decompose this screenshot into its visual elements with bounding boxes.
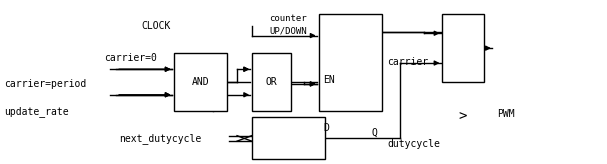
Text: OR: OR — [266, 77, 277, 87]
Bar — [319, 14, 382, 111]
Bar — [443, 14, 484, 82]
Text: UP/DOWN: UP/DOWN — [270, 26, 307, 35]
Text: EN: EN — [324, 75, 335, 85]
Text: carrier=0: carrier=0 — [104, 53, 157, 63]
Text: next_dutycycle: next_dutycycle — [119, 133, 202, 144]
Bar — [252, 117, 325, 159]
Text: carrier=period: carrier=period — [4, 79, 87, 89]
Text: carrier: carrier — [387, 57, 428, 67]
Text: >: > — [459, 109, 467, 123]
Text: D: D — [324, 123, 330, 133]
Bar — [174, 53, 227, 111]
Text: CLOCK: CLOCK — [141, 21, 171, 31]
Text: PWM: PWM — [497, 109, 515, 119]
Text: Q: Q — [371, 127, 377, 137]
Text: update_rate: update_rate — [4, 106, 69, 117]
Text: dutycycle: dutycycle — [387, 139, 439, 149]
Text: AND: AND — [191, 77, 209, 87]
Bar — [252, 53, 291, 111]
Text: counter: counter — [270, 13, 307, 22]
